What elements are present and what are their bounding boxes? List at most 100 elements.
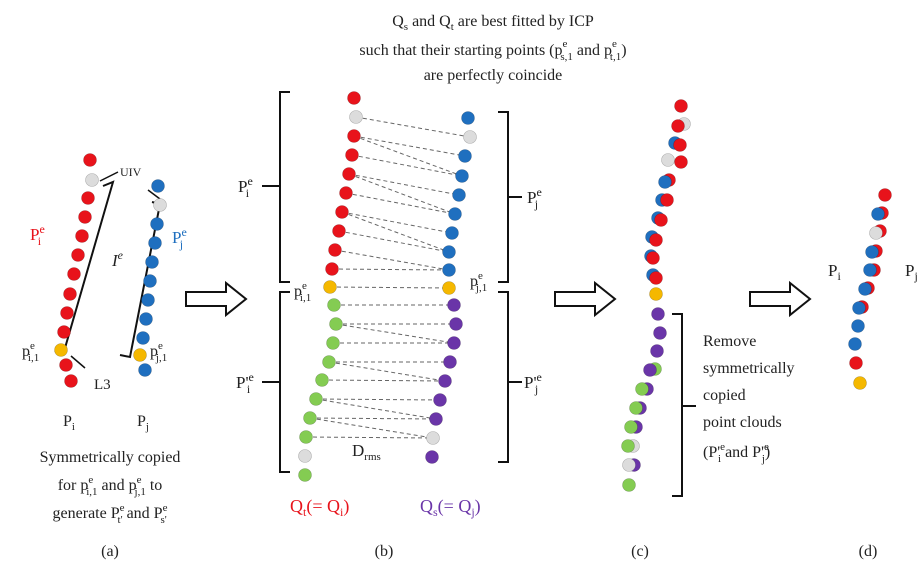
correspondence-line (353, 135, 466, 157)
point-qs-b (452, 188, 466, 202)
point-d (878, 188, 892, 202)
header-text: Qs and Qt are best fitted by ICP such th… (359, 13, 626, 84)
point-pj-a (148, 236, 162, 250)
label-pie-b: Pe i (238, 174, 253, 200)
panel-d: Pi Pj (828, 188, 918, 390)
point-c (673, 138, 687, 152)
point-qt-b (327, 298, 341, 312)
point-qs-b (455, 169, 469, 183)
point-c (649, 271, 663, 285)
point-qt-b (347, 91, 361, 105)
correspondence-line (338, 230, 450, 253)
correspondence-line (348, 173, 460, 196)
point-d (852, 301, 866, 315)
label-pprime-ie: P'e i (236, 370, 254, 396)
point-d (863, 263, 877, 277)
point-qs-b (463, 130, 477, 144)
pje-bracket (498, 111, 509, 283)
correspondence-lines (305, 116, 471, 439)
point-qt-b (347, 129, 361, 143)
point-pi-a (75, 229, 89, 243)
point-qt-b (325, 262, 339, 276)
point-c (649, 287, 663, 301)
point-c (643, 363, 657, 377)
point-qs-b (442, 245, 456, 259)
panel-c-points (621, 99, 691, 492)
point-d (848, 337, 862, 351)
panel-d-points (848, 188, 892, 390)
point-qs-b (447, 336, 461, 350)
point-c (654, 213, 668, 227)
point-pj-a (133, 348, 147, 362)
label-pj-d: Pj (905, 261, 918, 283)
point-c (671, 119, 685, 133)
panel-label-c: (c) (631, 543, 649, 560)
point-pj-a (153, 198, 167, 212)
point-qt-b (315, 373, 329, 387)
correspondence-line (334, 249, 450, 271)
point-pi-a (81, 191, 95, 205)
point-qs-b (461, 111, 475, 125)
point-qs-b (438, 374, 452, 388)
label-ie: Ie (111, 248, 124, 270)
panel-label-d: (d) (859, 543, 878, 560)
point-c (622, 478, 636, 492)
caption-a-line-1: Symmetrically copied (40, 449, 181, 466)
uiv-arrow-1 (99, 171, 119, 182)
point-d (853, 376, 867, 390)
correspondence-line (309, 417, 434, 439)
pie-bracket (279, 91, 290, 283)
label-pi-d: Pi (828, 261, 841, 283)
point-c (646, 251, 660, 265)
panel-label-b: (b) (375, 543, 394, 560)
point-d (858, 282, 872, 296)
point-pi-a (83, 153, 97, 167)
correspondence-line (355, 116, 471, 138)
point-qs-b (448, 207, 462, 221)
point-pj-a (151, 179, 165, 193)
caption-c-line-4: point clouds (703, 414, 782, 431)
caption-a: Symmetrically copied for pe i,1 and pe j,1… (40, 449, 181, 526)
point-qt-b (342, 167, 356, 181)
point-c (650, 344, 664, 358)
label-pje-a: Pe j (172, 225, 187, 251)
point-d (851, 319, 865, 333)
panel-c: Remove symmetrically copied point clouds… (621, 99, 795, 497)
correspondence-line (335, 323, 455, 344)
point-qs-b (429, 412, 443, 426)
point-pi-a (78, 210, 92, 224)
label-qt: Qt(= Qi) (290, 496, 349, 519)
correspondence-line (305, 436, 434, 439)
correspondence-line (315, 398, 441, 401)
point-qt-b (298, 468, 312, 482)
point-qt-b (303, 411, 317, 425)
point-qt-b (335, 205, 349, 219)
label-pj1e-b: pe j,1 (470, 270, 487, 294)
point-c (635, 382, 649, 396)
correspondence-line (348, 173, 456, 215)
header-line-3: are perfectly coincide (424, 67, 563, 84)
label-pi1e-a: pe i,1 (22, 340, 39, 364)
point-qt-b (323, 280, 337, 294)
header-line-1: Qs and Qt are best fitted by ICP (392, 13, 594, 33)
point-qt-b (326, 336, 340, 350)
point-qt-b (309, 392, 323, 406)
point-qt-b (332, 224, 346, 238)
correspondence-line (353, 135, 463, 177)
point-qs-b (425, 450, 439, 464)
label-pi1e-b: pe i,1 (294, 280, 311, 304)
l3-arrow (70, 355, 86, 369)
point-qs-b (433, 393, 447, 407)
correspondence-line (321, 379, 446, 382)
point-qt-b (299, 430, 313, 444)
correspondence-line (329, 286, 450, 289)
point-pj-a (138, 363, 152, 377)
point-qt-b (349, 110, 363, 124)
point-pi-a (67, 267, 81, 281)
point-c (622, 458, 636, 472)
label-pprime-je: P'e j (524, 370, 542, 396)
correspondence-line (328, 361, 446, 382)
point-pj-a (141, 293, 155, 307)
